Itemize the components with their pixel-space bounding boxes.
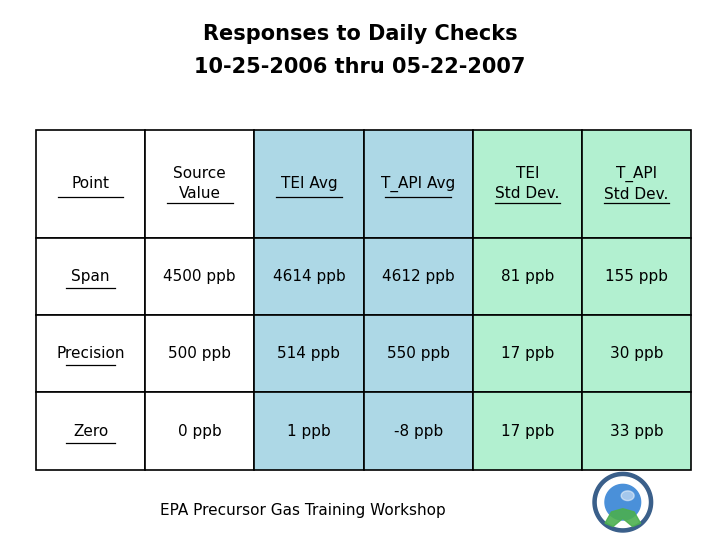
Text: 4500 ppb: 4500 ppb (163, 269, 236, 284)
Text: 550 ppb: 550 ppb (387, 346, 450, 361)
Text: T_API
Std Dev.: T_API Std Dev. (604, 166, 669, 202)
Text: T_API Avg: T_API Avg (381, 176, 455, 192)
Polygon shape (593, 472, 652, 532)
Text: Point: Point (71, 176, 109, 191)
Text: TEI
Std Dev.: TEI Std Dev. (495, 166, 559, 201)
Polygon shape (621, 491, 634, 501)
Text: 30 ppb: 30 ppb (610, 346, 663, 361)
Text: Source
Value: Source Value (174, 166, 226, 201)
Text: 17 ppb: 17 ppb (500, 424, 554, 438)
Text: -8 ppb: -8 ppb (394, 424, 443, 438)
Text: EPA Precursor Gas Training Workshop: EPA Precursor Gas Training Workshop (160, 503, 445, 518)
Text: 81 ppb: 81 ppb (500, 269, 554, 284)
Text: 4614 ppb: 4614 ppb (273, 269, 346, 284)
Text: 155 ppb: 155 ppb (605, 269, 668, 284)
Text: 0 ppb: 0 ppb (178, 424, 222, 438)
Text: 1 ppb: 1 ppb (287, 424, 331, 438)
Text: Span: Span (71, 269, 110, 284)
Text: 17 ppb: 17 ppb (500, 346, 554, 361)
Polygon shape (598, 477, 648, 528)
Polygon shape (605, 484, 641, 520)
Text: 514 ppb: 514 ppb (277, 346, 341, 361)
Text: 10-25-2006 thru 05-22-2007: 10-25-2006 thru 05-22-2007 (194, 57, 526, 77)
Text: TEI Avg: TEI Avg (281, 176, 337, 191)
Polygon shape (605, 509, 641, 526)
Text: 500 ppb: 500 ppb (168, 346, 231, 361)
Text: Responses to Daily Checks: Responses to Daily Checks (203, 24, 517, 44)
Text: 33 ppb: 33 ppb (610, 424, 663, 438)
Text: Zero: Zero (73, 424, 108, 438)
Text: 4612 ppb: 4612 ppb (382, 269, 454, 284)
Text: Precision: Precision (56, 346, 125, 361)
